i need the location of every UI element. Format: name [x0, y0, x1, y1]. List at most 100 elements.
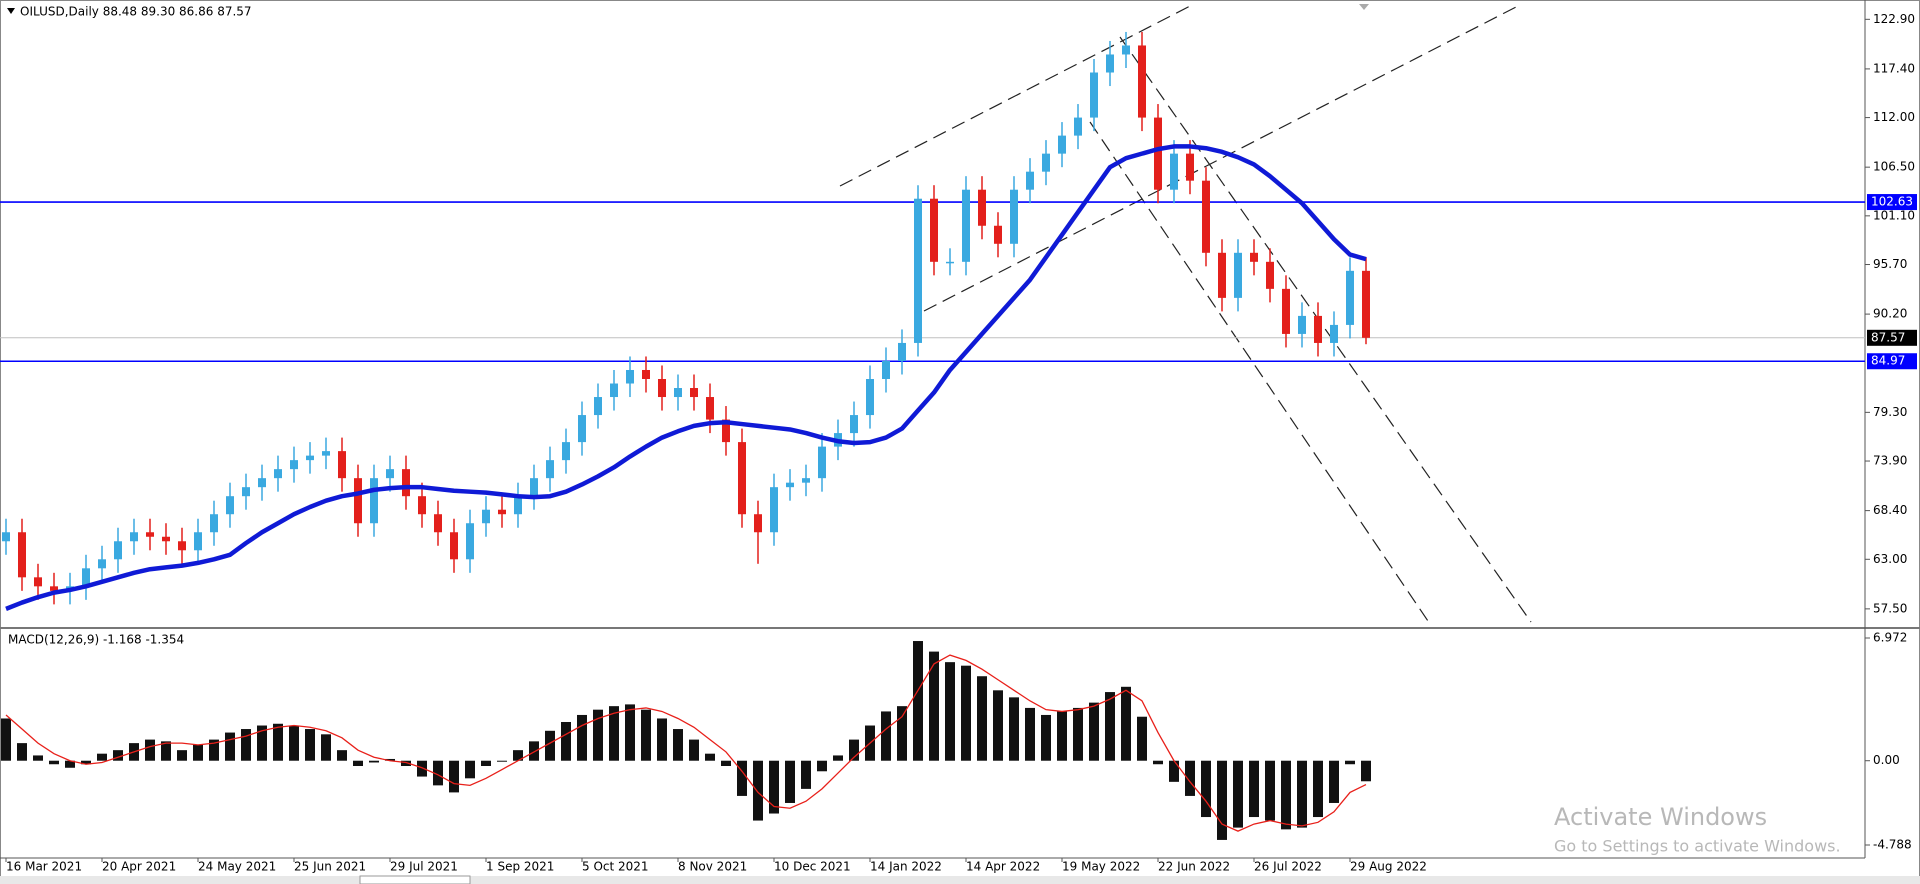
candle-body: [818, 446, 826, 479]
candle-body: [34, 577, 42, 587]
macd-bar: [1169, 760, 1179, 782]
candle-body: [642, 369, 650, 380]
candle-body: [1010, 189, 1018, 244]
x-tick-label: 14 Apr 2022: [966, 860, 1040, 874]
candle-body: [930, 198, 938, 262]
x-tick-label: 24 May 2021: [198, 860, 276, 874]
macd-bar: [161, 741, 171, 761]
macd-bar: [881, 711, 891, 761]
candle-body: [146, 532, 154, 537]
candle-body: [402, 469, 410, 497]
candle-body: [610, 383, 618, 398]
candle-body: [1202, 180, 1210, 253]
macd-bar: [1265, 760, 1275, 821]
candle-body: [1106, 54, 1114, 73]
candle-body: [434, 514, 442, 533]
watermark-subtitle: Go to Settings to activate Windows.: [1554, 837, 1841, 856]
x-tick-label: 16 Mar 2021: [6, 860, 82, 874]
macd-bar: [513, 750, 523, 761]
candle-body: [1282, 288, 1290, 334]
candle-body: [130, 532, 138, 542]
candle-body: [1074, 117, 1082, 136]
candle-body: [2, 532, 10, 542]
macd-bar: [1217, 760, 1227, 840]
x-tick-label: 29 Aug 2022: [1350, 860, 1427, 874]
macd-bar: [593, 709, 603, 761]
candle-body: [850, 415, 858, 434]
candle-body: [514, 496, 522, 515]
y-tick-label: 68.40: [1873, 503, 1907, 517]
last-price-box: [1867, 329, 1917, 346]
macd-bar: [657, 718, 667, 761]
macd-bar: [1009, 697, 1019, 761]
x-tick-label: 19 May 2022: [1062, 860, 1140, 874]
candle-body: [242, 487, 250, 497]
candle-body: [1330, 324, 1338, 343]
macd-bar: [481, 760, 491, 767]
macd-bar: [1249, 760, 1259, 818]
candle-body: [786, 482, 794, 488]
candle-body: [162, 536, 170, 542]
watermark-title: Activate Windows: [1554, 803, 1767, 831]
macd-bar: [721, 760, 731, 767]
y-tick-label: 101.10: [1873, 208, 1915, 222]
macd-bar: [49, 760, 59, 765]
x-tick-label: 10 Dec 2021: [774, 860, 851, 874]
macd-bar: [385, 758, 395, 761]
macd-bar: [769, 760, 779, 814]
macd-bar: [177, 750, 187, 761]
macd-histogram: [1, 641, 1371, 840]
candle-body: [1154, 117, 1162, 190]
candle-body: [914, 198, 922, 343]
candle-body: [1058, 135, 1066, 154]
candle-body: [354, 478, 362, 524]
candle-body: [1314, 315, 1322, 343]
y-tick-label: 57.50: [1873, 601, 1907, 615]
candle-body: [562, 442, 570, 461]
macd-bar: [289, 725, 299, 761]
candle-body: [1234, 252, 1242, 298]
y-tick-label: 79.30: [1873, 405, 1907, 419]
macd-bar: [1057, 711, 1067, 761]
y-tick-label: 122.90: [1873, 12, 1915, 26]
macd-bar: [545, 730, 555, 761]
candle-body: [1090, 72, 1098, 118]
macd-bar: [1025, 707, 1035, 761]
x-tick-label: 8 Nov 2021: [678, 860, 747, 874]
macd-bar: [305, 729, 315, 761]
macd-bar: [1201, 760, 1211, 818]
macd-bar: [913, 641, 923, 761]
candle-body: [450, 532, 458, 560]
macd-bar: [641, 709, 651, 761]
y-tick-label: -4.788: [1873, 837, 1912, 851]
candle-body: [946, 261, 954, 264]
macd-bar: [817, 760, 827, 772]
candle-body: [1170, 153, 1178, 190]
macd-bar: [1297, 760, 1307, 828]
x-tick-label: 29 Jul 2021: [390, 860, 458, 874]
menu-arrow[interactable]: [7, 8, 15, 14]
macd-bar: [401, 760, 411, 767]
macd-bar: [1, 718, 11, 761]
level-label-box: [1867, 194, 1917, 211]
macd-bar: [337, 750, 347, 761]
macd-bar: [577, 714, 587, 761]
candle-body: [530, 478, 538, 497]
candle-body: [802, 478, 810, 483]
candle-body: [994, 225, 1002, 244]
macd-bar: [1137, 716, 1147, 761]
y-tick-label: 95.70: [1873, 257, 1907, 271]
candle-body: [1122, 45, 1130, 55]
macd-bar: [465, 760, 475, 779]
candle-body: [498, 509, 506, 515]
candle-body: [370, 478, 378, 524]
candle-body: [1266, 261, 1274, 289]
x-tick-label: 14 Jan 2022: [870, 860, 942, 874]
candle-body: [226, 496, 234, 515]
y-tick-label: 106.50: [1873, 160, 1915, 174]
level-label-box: [1867, 353, 1917, 370]
channel-upper: [839, 3, 1195, 187]
tab[interactable]: [359, 875, 471, 884]
candle-body: [978, 189, 986, 226]
